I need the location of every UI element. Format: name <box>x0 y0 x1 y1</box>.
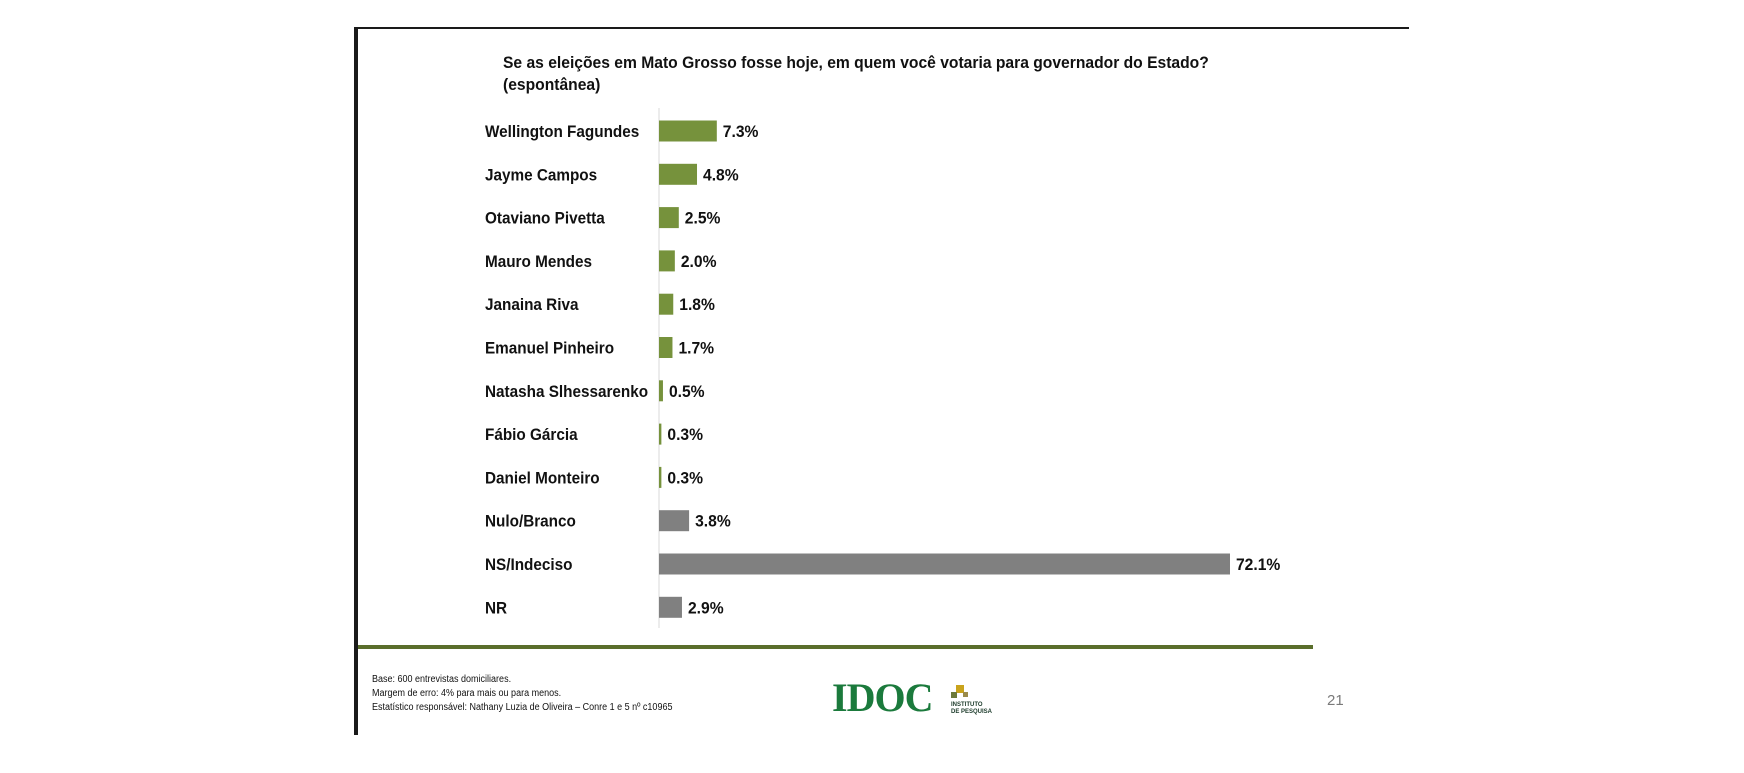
category-label: Janaina Riva <box>485 295 579 314</box>
data-label: 3.8% <box>695 512 731 531</box>
bar <box>659 163 698 185</box>
category-label: NS/Indeciso <box>485 555 573 574</box>
chart-title: Se as eleições em Mato Grosso fosse hoje… <box>503 52 1239 96</box>
bar <box>659 423 662 445</box>
chart-subtitle: (espontânea) <box>503 75 601 94</box>
logo-square-icon <box>951 692 957 698</box>
category-label: Nulo/Branco <box>485 512 576 531</box>
idoc-logo: IDOC INSTITUTO DE PESQUISA <box>832 675 992 720</box>
data-label: 1.7% <box>678 339 714 358</box>
footnotes: Base: 600 entrevistas domiciliares. Marg… <box>372 673 672 715</box>
data-label: 7.3% <box>723 122 759 141</box>
data-label: 2.5% <box>685 209 721 228</box>
bar <box>659 293 674 315</box>
bar <box>659 250 675 272</box>
slide-frame-top <box>354 27 1409 29</box>
data-label: 4.8% <box>703 166 739 185</box>
bar <box>659 337 673 358</box>
bar <box>659 207 679 229</box>
data-label: 2.0% <box>681 252 717 271</box>
category-label: Jayme Campos <box>485 166 597 185</box>
footnote-margin: Margem de erro: 4% para mais ou para men… <box>372 688 562 699</box>
logo-subtitle: INSTITUTO DE PESQUISA <box>951 702 992 716</box>
data-label: 0.3% <box>667 426 703 445</box>
bar <box>659 510 690 532</box>
category-label: Mauro Mendes <box>485 252 592 271</box>
bar <box>659 380 663 402</box>
category-label: Fábio Gárcia <box>485 425 579 444</box>
bar <box>659 466 662 488</box>
logo-square-icon <box>956 685 964 693</box>
chart-title-text: Se as eleições em Mato Grosso fosse hoje… <box>503 53 1209 72</box>
category-label: Daniel Monteiro <box>485 469 600 488</box>
slide-frame-left <box>354 27 358 735</box>
bar <box>659 596 682 618</box>
data-label: 2.9% <box>688 599 724 618</box>
page-number: 21 <box>1327 692 1344 709</box>
logo-square-icon <box>963 692 968 697</box>
data-label: 0.5% <box>669 382 705 401</box>
logo-sub-line2: DE PESQUISA <box>951 709 993 715</box>
category-label: Natasha Slhessarenko <box>485 382 648 401</box>
footnote-statistician: Estatístico responsável: Nathany Luzia d… <box>372 702 673 713</box>
data-label: 0.3% <box>667 469 703 488</box>
logo-sub-line1: INSTITUTO <box>951 702 983 708</box>
data-label: 72.1% <box>1236 555 1281 574</box>
category-label: Wellington Fagundes <box>485 122 639 141</box>
footnote-base: Base: 600 entrevistas domiciliares. <box>372 674 512 685</box>
data-label: 1.8% <box>679 296 715 315</box>
category-label: Otaviano Pivetta <box>485 209 606 228</box>
footer-rule <box>358 645 1313 649</box>
logo-word: IDOC <box>832 675 933 720</box>
bar <box>659 120 717 142</box>
bar <box>659 553 1230 575</box>
category-label: NR <box>485 599 507 618</box>
category-label: Emanuel Pinheiro <box>485 339 614 358</box>
